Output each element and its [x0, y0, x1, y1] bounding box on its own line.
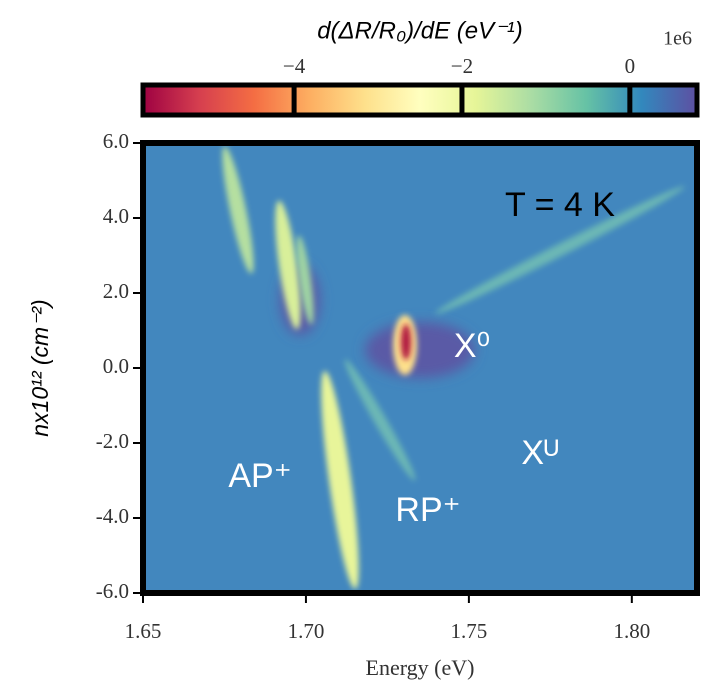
feature [321, 371, 359, 589]
colorbar [140, 82, 700, 118]
y-tick-label: 2.0 [103, 279, 129, 303]
annotation: AP⁺ [228, 457, 291, 495]
feature [296, 235, 314, 325]
colorbar-tick-label: −2 [451, 54, 473, 78]
colorbar-tick-label: 0 [625, 54, 636, 78]
colorbar-offset: 1e6 [663, 28, 692, 50]
feature [401, 324, 411, 360]
y-axis-label: nx10¹² (cm⁻²) [27, 299, 53, 436]
y-tick-label: -2.0 [96, 429, 129, 453]
colorbar-label: d(ΔR/R₀)/dE (eV⁻¹) [317, 17, 523, 44]
x-tick-label: 1.65 [125, 619, 162, 643]
y-tick-label: 0.0 [103, 354, 129, 378]
annotation: T = 4 K [505, 186, 615, 224]
feature [275, 200, 301, 330]
feature [344, 359, 416, 481]
y-tick-label: 6.0 [103, 129, 129, 153]
feature [365, 322, 475, 378]
x-tick-label: 1.70 [288, 619, 325, 643]
annotation: RP⁺ [395, 491, 460, 529]
annotation: X⁰ [454, 327, 490, 365]
y-tick-label: -6.0 [96, 579, 129, 603]
x-axis-label: Energy (eV) [366, 655, 475, 680]
y-tick-label: 4.0 [103, 204, 129, 228]
x-tick-label: 1.75 [451, 619, 488, 643]
feature [222, 146, 254, 274]
colorbar-tick-label: −4 [283, 54, 306, 78]
y-tick-label: -4.0 [96, 504, 129, 528]
heatmap [143, 143, 697, 593]
feature [435, 186, 685, 314]
x-tick-label: 1.80 [613, 619, 650, 643]
annotation: Xᵁ [521, 434, 558, 472]
